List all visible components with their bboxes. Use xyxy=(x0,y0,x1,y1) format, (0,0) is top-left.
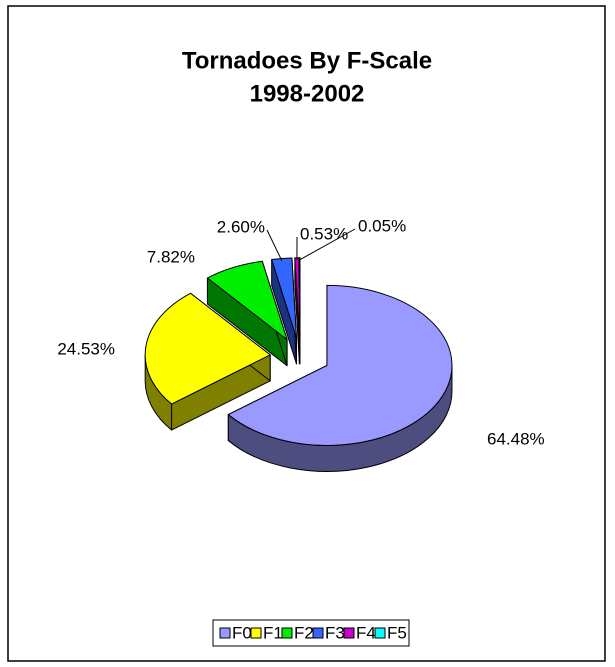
legend-swatch xyxy=(250,627,262,639)
legend-label: F2 xyxy=(294,623,314,642)
leader-line xyxy=(299,228,356,261)
legend-label: F0 xyxy=(232,623,252,642)
pie: 64.48% 24.53% 7.82% 2.60% 0.53% 0.05% xyxy=(57,216,545,472)
pie-slice xyxy=(206,260,288,341)
legend-label: F3 xyxy=(325,623,345,642)
data-label: 0.53% xyxy=(300,224,348,243)
legend-label: F1 xyxy=(263,623,283,642)
legend-label: F4 xyxy=(356,623,376,642)
legend-label: F5 xyxy=(387,623,407,642)
data-label: 7.82% xyxy=(147,247,195,266)
legend-swatch xyxy=(219,627,231,639)
leader-line xyxy=(266,229,283,261)
data-label: 24.53% xyxy=(57,339,115,358)
chart-title: Tornadoes By F-Scale xyxy=(182,47,432,74)
pie-slice xyxy=(271,257,297,339)
chart-frame xyxy=(7,5,606,662)
legend-swatch xyxy=(343,627,355,639)
data-label: 64.48% xyxy=(487,429,545,448)
legend-swatch xyxy=(312,627,324,639)
data-label: 2.60% xyxy=(217,217,265,236)
legend-swatch xyxy=(281,627,293,639)
chart-subtitle: 1998-2002 xyxy=(250,80,365,107)
pie-slice xyxy=(144,292,271,405)
pie-slice xyxy=(227,284,453,446)
legend: F0 F1 F2 F3 F4 F5 xyxy=(212,619,410,647)
data-label: 0.05% xyxy=(358,216,406,235)
legend-swatch xyxy=(374,627,386,639)
